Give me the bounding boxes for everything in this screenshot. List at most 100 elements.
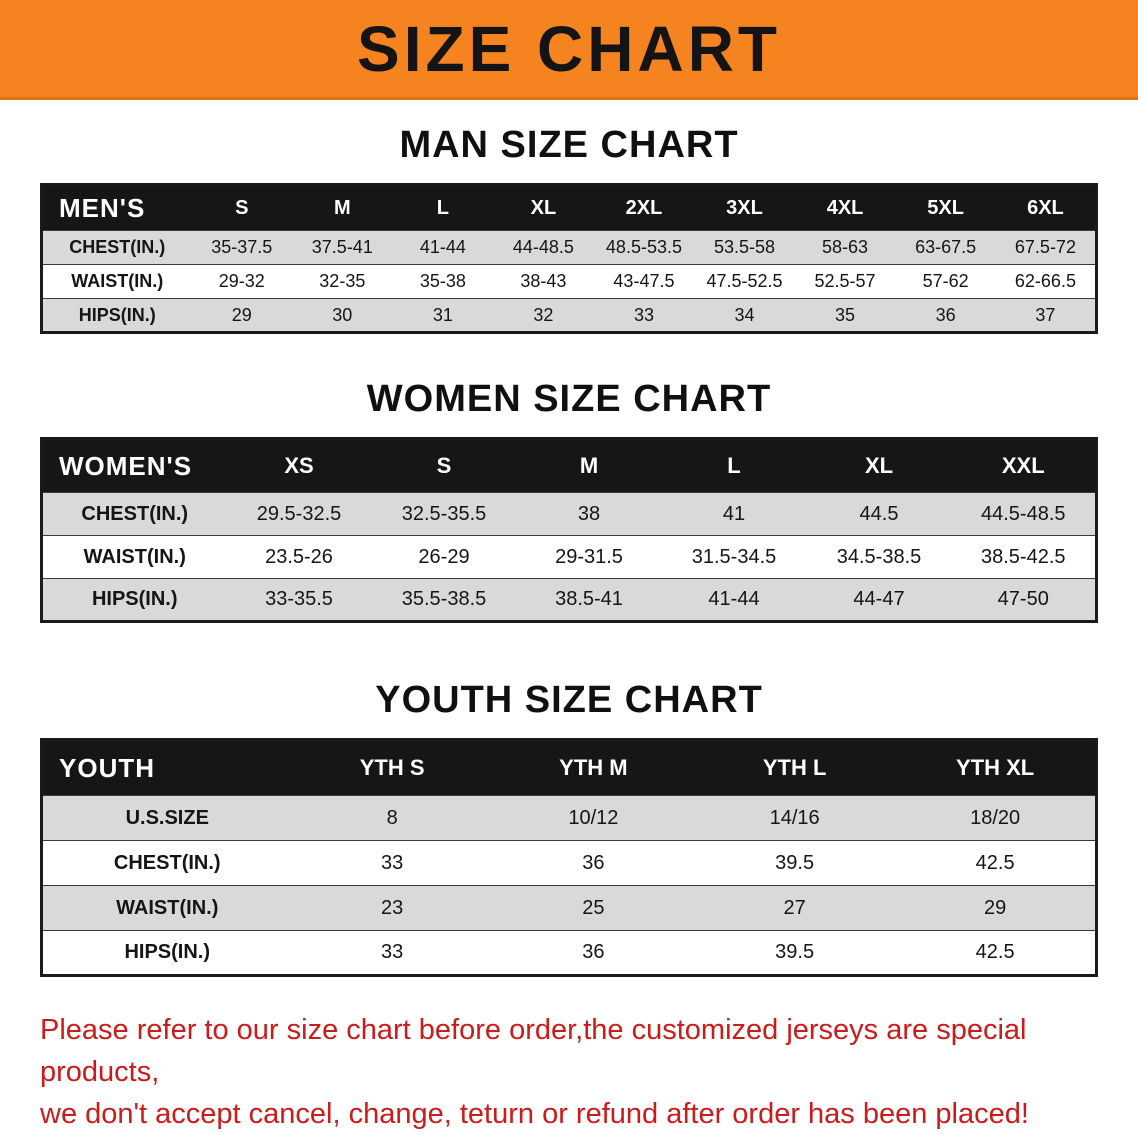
value-cell: 32-35 (319, 271, 366, 291)
value-cell: 36 (935, 304, 956, 325)
table-header-row: YOUTH YTH S YTH M YTH L YTH XL (41, 739, 1097, 796)
value-cell: 38.5-41 (555, 588, 623, 610)
value-cell: 38-43 (520, 271, 567, 291)
size-header-cell: 2XL (625, 196, 663, 219)
value-cell: 33 (381, 851, 404, 874)
value-cell: 35.5-38.5 (401, 588, 487, 610)
table-row: U.S.SIZE 8 10/12 14/16 18/20 (41, 795, 1097, 841)
women-size-heading: WOMEN SIZE CHART (366, 378, 772, 420)
row-label-cell: HIPS(IN.) (124, 941, 211, 963)
value-cell: 25 (582, 896, 605, 919)
man-size-heading: MAN SIZE CHART (399, 124, 739, 166)
value-cell: 44.5 (859, 502, 899, 525)
size-header-cell: S (235, 196, 249, 219)
value-cell: 31.5-34.5 (691, 545, 777, 568)
value-cell: 52.5-57 (814, 271, 876, 291)
disclaimer-text: Please refer to our size chart before or… (40, 1009, 1100, 1135)
table-title-cell: YOUTH (59, 752, 155, 783)
row-label-cell: WAIST(IN.) (116, 896, 219, 919)
value-cell: 47.5-52.5 (706, 271, 783, 291)
value-cell: 57-62 (922, 271, 969, 291)
value-cell: 41 (722, 502, 746, 525)
size-header-cell: M (333, 196, 351, 219)
value-cell: 23 (381, 896, 404, 919)
size-header-cell: XL (530, 196, 557, 219)
size-chart-banner: SIZE CHART (0, 0, 1138, 100)
youth-size-heading: YOUTH SIZE CHART (375, 679, 763, 721)
table-row: WAIST(IN.) 23.5-26 26-29 29-31.5 31.5-34.5 34… (41, 535, 1097, 579)
table-row: CHEST(IN.) 29.5-32.5 32.5-35.5 38 41 44.5 44.5… (41, 492, 1097, 536)
value-cell: 35-38 (419, 271, 466, 291)
size-header-cell: YTH L (762, 755, 827, 780)
value-cell: 29 (984, 896, 1007, 919)
size-header-cell: L (436, 196, 449, 219)
value-cell: 41-44 (708, 588, 760, 610)
table-title-cell: MEN'S (59, 192, 146, 223)
value-cell: 47-50 (997, 588, 1049, 610)
value-cell: 36 (582, 851, 605, 874)
value-cell: 62-66.5 (1014, 271, 1076, 291)
size-header-cell: XXL (1001, 453, 1045, 478)
value-cell: 39.5 (775, 851, 815, 874)
size-header-cell: YTH M (559, 755, 628, 780)
size-header-cell: XS (284, 453, 314, 478)
value-cell: 36 (582, 941, 605, 963)
value-cell: 29 (231, 304, 252, 325)
value-cell: 33 (633, 304, 654, 325)
value-cell: 30 (332, 304, 353, 325)
size-header-cell: 5XL (927, 196, 964, 219)
value-cell: 37 (1035, 304, 1056, 325)
value-cell: 29-31.5 (555, 545, 623, 568)
value-cell: 32.5-35.5 (401, 502, 487, 525)
row-label-cell: HIPS(IN.) (78, 304, 156, 325)
row-label-cell: CHEST(IN.) (69, 237, 166, 257)
value-cell: 32 (533, 304, 554, 325)
value-cell: 33-35.5 (265, 588, 333, 610)
size-header-cell: XL (864, 453, 894, 478)
value-cell: 44-48.5 (512, 237, 574, 257)
value-cell: 23.5-26 (265, 545, 333, 568)
size-header-cell: YTH XL (956, 755, 1035, 780)
value-cell: 35-37.5 (211, 237, 273, 257)
table-title-cell: WOMEN'S (59, 450, 193, 481)
man-size-section: MAN SIZE CHART MEN'S S M L XL 2XL 3XL 4XL 5XL 6XL… (0, 124, 1138, 334)
table-row: HIPS(IN.) 29 30 31 32 33 34 35 36 37 (41, 298, 1097, 333)
table-row: WAIST(IN.) 23 25 27 29 (41, 885, 1097, 931)
value-cell: 34.5-38.5 (836, 545, 922, 568)
size-header-cell: 3XL (726, 196, 763, 219)
size-header-cell: YTH S (359, 755, 425, 780)
value-cell: 33 (381, 941, 404, 963)
value-cell: 42.5 (975, 941, 1015, 963)
men-size-table: MEN'S S M L XL 2XL 3XL 4XL 5XL 6XL CHEST(IN.) 35-37… (40, 183, 1098, 334)
value-cell: 44-47 (853, 588, 905, 610)
table-row: CHEST(IN.) 35-37.5 37.5-41 41-44 44-48.5 48.5… (41, 230, 1097, 265)
value-cell: 41-44 (419, 237, 466, 257)
disclaimer-line-2: we don't accept cancel, change, teturn o… (40, 1098, 1029, 1131)
disclaimer-line-1: Please refer to our size chart before or… (40, 1014, 1027, 1089)
table-row: HIPS(IN.) 33-35.5 35.5-38.5 38.5-41 41-44 44-… (41, 578, 1097, 622)
value-cell: 63-67.5 (915, 237, 977, 257)
row-label-cell: CHEST(IN.) (113, 851, 221, 874)
value-cell: 34 (734, 304, 755, 325)
value-cell: 38 (577, 502, 601, 525)
row-label-cell: CHEST(IN.) (81, 502, 189, 525)
table-header-row: WOMEN'S XS S M L XL XXL (41, 438, 1097, 493)
value-cell: 31 (432, 304, 453, 325)
value-cell: 67.5-72 (1014, 237, 1076, 257)
table-row: WAIST(IN.) 29-32 32-35 35-38 38-43 43-47.5 47.… (41, 264, 1097, 299)
value-cell: 14/16 (769, 806, 820, 829)
value-cell: 29-32 (218, 271, 265, 291)
women-size-table: WOMEN'S XS S M L XL XXL CHEST(IN.) 29.5-32.5 32.5… (40, 437, 1098, 623)
table-row: CHEST(IN.) 33 36 39.5 42.5 (41, 840, 1097, 886)
youth-size-table: YOUTH YTH S YTH M YTH L YTH XL U.S.SIZE 8 10/12… (40, 738, 1098, 977)
value-cell: 8 (386, 806, 398, 829)
size-header-cell: S (436, 453, 452, 478)
value-cell: 58-63 (822, 237, 869, 257)
row-label-cell: WAIST(IN.) (71, 271, 164, 291)
table-header-row: MEN'S S M L XL 2XL 3XL 4XL 5XL 6XL (41, 184, 1097, 231)
value-cell: 42.5 (975, 851, 1015, 874)
value-cell: 37.5-41 (311, 237, 373, 257)
table-row: HIPS(IN.) 33 36 39.5 42.5 (41, 930, 1097, 976)
value-cell: 39.5 (775, 941, 815, 963)
row-label-cell: HIPS(IN.) (91, 588, 178, 610)
